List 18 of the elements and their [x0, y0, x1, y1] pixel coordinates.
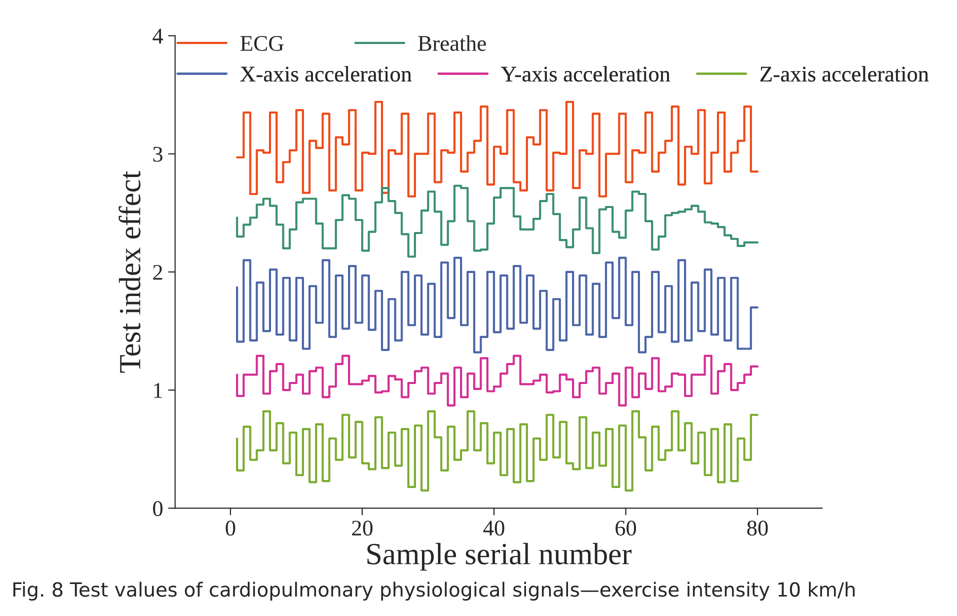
legend-label: X-axis acceleration	[240, 66, 412, 82]
x-tick-label: 80	[747, 520, 768, 536]
x-tick-label: 60	[616, 520, 636, 536]
x-tick-label: 40	[483, 520, 504, 536]
caption: Fig. 8 Test values of cardiopulmonary physiological signals—exercise intensity 10 km/h	[13, 582, 855, 601]
x-axis-title: Sample serial number	[367, 542, 632, 571]
y-tick-label: 3	[153, 146, 162, 162]
legend-label: Breathe	[418, 35, 486, 51]
legend-label: ECG	[240, 36, 284, 51]
x-tick-label: 0	[226, 520, 236, 536]
y-tick-label: 0	[153, 501, 162, 516]
x-tick-label: 20	[352, 520, 372, 536]
y-axis-title: Test index effect	[118, 170, 140, 373]
legend-label: Y-axis acceleration	[501, 66, 670, 82]
y-tick-label: 4	[152, 28, 163, 44]
y-tick-label: 2	[153, 264, 162, 280]
y-tick-label: 1	[154, 383, 162, 398]
legend-label: Z-axis acceleration	[760, 66, 929, 82]
